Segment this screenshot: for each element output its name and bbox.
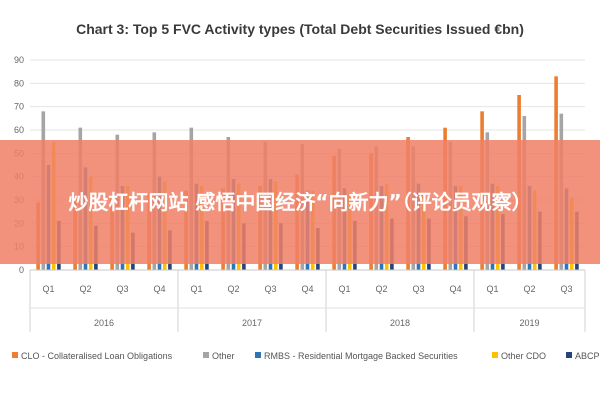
legend-swatch	[12, 352, 18, 358]
x-tick-label: Q2	[79, 284, 91, 294]
legend-swatch	[255, 352, 261, 358]
x-tick-label: Q4	[449, 284, 461, 294]
x-tick-label: Q1	[42, 284, 54, 294]
x-tick-label: Q1	[338, 284, 350, 294]
x-tick-label: Q2	[375, 284, 387, 294]
legend: CLO - Collateralised Loan Obligations Oth…	[12, 351, 600, 361]
legend-label: RMBS - Residential Mortgage Backed Secur…	[264, 351, 458, 361]
x-tick-label: Q4	[301, 284, 313, 294]
group-label: 2016	[94, 318, 114, 328]
x-tick-label: Q3	[412, 284, 424, 294]
x-axis: Q1 Q2 Q3 Q4 Q1 Q2 Q3 Q4 Q1 Q2 Q3 Q4 Q1 Q2 Q3 2016 2017 20…	[29, 269, 586, 332]
y-tick-label: 70	[14, 102, 24, 112]
legend-label: Other CDO	[501, 351, 546, 361]
legend-label: Other	[212, 351, 235, 361]
legend-swatch	[203, 352, 209, 358]
group-label: 2018	[390, 318, 410, 328]
overlay-banner: 炒股杠杆网站 感悟中国经济“向新力”（评论员观察）	[0, 140, 600, 264]
legend-label: CLO - Collateralised Loan Obligations	[21, 351, 173, 361]
x-tick-label: Q1	[190, 284, 202, 294]
legend-label: ABCP	[575, 351, 600, 361]
y-tick-label: 60	[14, 125, 24, 135]
x-tick-label: Q4	[153, 284, 165, 294]
y-tick-label: 0	[19, 265, 24, 275]
x-tick-label: Q2	[227, 284, 239, 294]
x-tick-label: Q3	[560, 284, 572, 294]
group-label: 2017	[242, 318, 262, 328]
overlay-text: 炒股杠杆网站 感悟中国经济“向新力”（评论员观察）	[68, 190, 532, 214]
x-tick-label: Q3	[116, 284, 128, 294]
y-tick-label: 80	[14, 78, 24, 88]
legend-swatch	[566, 352, 572, 358]
x-tick-label: Q2	[523, 284, 535, 294]
x-tick-label: Q3	[264, 284, 276, 294]
y-tick-label: 90	[14, 55, 24, 65]
group-label: 2019	[519, 318, 539, 328]
x-tick-label: Q1	[486, 284, 498, 294]
chart-title: Chart 3: Top 5 FVC Activity types (Total…	[76, 21, 524, 37]
legend-swatch	[492, 352, 498, 358]
